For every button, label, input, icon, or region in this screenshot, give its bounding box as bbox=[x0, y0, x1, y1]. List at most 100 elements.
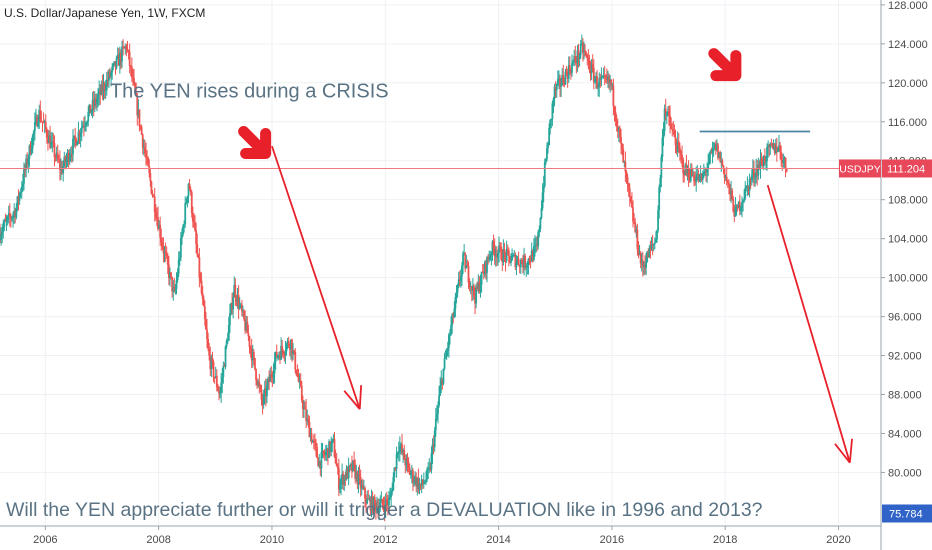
candle-body bbox=[485, 261, 487, 273]
candle-body bbox=[656, 230, 658, 240]
candle-body bbox=[347, 465, 350, 479]
candle bbox=[424, 479, 426, 485]
candle bbox=[554, 81, 557, 98]
candle bbox=[461, 262, 463, 286]
candle bbox=[562, 64, 565, 87]
candle-body bbox=[532, 246, 535, 261]
candle bbox=[426, 466, 428, 483]
candle bbox=[342, 470, 345, 491]
candle bbox=[74, 127, 77, 149]
candle-body bbox=[335, 462, 338, 467]
candle bbox=[499, 242, 501, 252]
candle bbox=[395, 446, 398, 478]
candle-body bbox=[239, 304, 242, 306]
candle-body bbox=[578, 54, 581, 59]
candle bbox=[400, 442, 402, 455]
candle bbox=[276, 354, 279, 361]
candle-body bbox=[228, 313, 231, 325]
y-tick-label: 124.000 bbox=[888, 39, 928, 51]
candle bbox=[702, 163, 705, 179]
candle-body bbox=[210, 357, 213, 369]
candle-body bbox=[438, 395, 440, 406]
candle bbox=[269, 367, 272, 382]
candle bbox=[96, 93, 98, 112]
candle bbox=[688, 168, 691, 183]
candle bbox=[725, 166, 728, 186]
candle-body bbox=[713, 143, 716, 149]
candle bbox=[768, 143, 771, 157]
candle-body bbox=[730, 190, 732, 195]
candle bbox=[417, 468, 420, 494]
candle-body bbox=[608, 76, 610, 83]
candle-body bbox=[195, 230, 198, 244]
candle-body bbox=[145, 152, 147, 158]
candle-body bbox=[262, 394, 265, 405]
candle-body bbox=[59, 160, 61, 171]
candle bbox=[53, 135, 56, 167]
candle bbox=[481, 264, 484, 273]
candle bbox=[7, 205, 10, 224]
candle bbox=[256, 377, 259, 389]
candle bbox=[525, 262, 528, 277]
candle bbox=[401, 433, 403, 456]
candle bbox=[190, 190, 193, 218]
candle bbox=[629, 195, 632, 204]
candle bbox=[530, 242, 533, 262]
candle bbox=[501, 249, 504, 272]
candle-body bbox=[595, 76, 597, 80]
candle bbox=[163, 245, 166, 263]
candle bbox=[309, 427, 312, 442]
candle bbox=[415, 472, 418, 493]
candle-body bbox=[100, 84, 103, 95]
candle bbox=[101, 74, 104, 100]
candle-body bbox=[318, 461, 321, 467]
candle-body bbox=[87, 111, 90, 122]
candle-body bbox=[412, 470, 414, 483]
candle bbox=[154, 204, 157, 221]
candle-body bbox=[729, 184, 731, 195]
candle-body bbox=[708, 154, 711, 164]
candle bbox=[614, 106, 617, 127]
candle bbox=[251, 344, 254, 368]
candle bbox=[430, 446, 433, 474]
candle bbox=[479, 274, 482, 298]
candle bbox=[436, 405, 438, 421]
candle-body bbox=[757, 164, 760, 176]
candle-body bbox=[270, 374, 273, 377]
candle bbox=[753, 160, 755, 187]
symbol-text: USDJPY bbox=[839, 163, 880, 175]
candle-body bbox=[517, 258, 520, 265]
candle bbox=[13, 203, 16, 225]
candle-body bbox=[363, 487, 365, 489]
candle-body bbox=[274, 352, 277, 362]
candle bbox=[673, 124, 676, 138]
candle bbox=[41, 121, 44, 133]
candle-body bbox=[379, 502, 382, 509]
candle-body bbox=[746, 185, 749, 187]
candle-body bbox=[419, 483, 422, 486]
candle-body bbox=[355, 471, 358, 479]
candle bbox=[732, 196, 735, 213]
candle bbox=[393, 466, 396, 483]
candle bbox=[542, 175, 545, 203]
candle bbox=[115, 55, 118, 70]
candle-body bbox=[54, 156, 57, 158]
candle-body bbox=[784, 157, 787, 170]
candle-body bbox=[475, 285, 478, 304]
candle bbox=[109, 67, 111, 79]
candle bbox=[730, 180, 732, 204]
candle-body bbox=[694, 180, 697, 183]
candle bbox=[69, 146, 72, 162]
candle bbox=[573, 49, 576, 67]
candle-body bbox=[568, 65, 571, 71]
candle-body bbox=[528, 258, 531, 262]
candle-body bbox=[587, 57, 590, 61]
candle bbox=[258, 373, 261, 394]
x-tick-label: 2016 bbox=[600, 534, 624, 546]
candle-body bbox=[513, 254, 516, 256]
candle-body bbox=[552, 98, 555, 104]
candle-body bbox=[555, 84, 558, 91]
candle bbox=[410, 464, 413, 484]
candle-body bbox=[306, 418, 309, 421]
candle-body bbox=[415, 476, 418, 487]
